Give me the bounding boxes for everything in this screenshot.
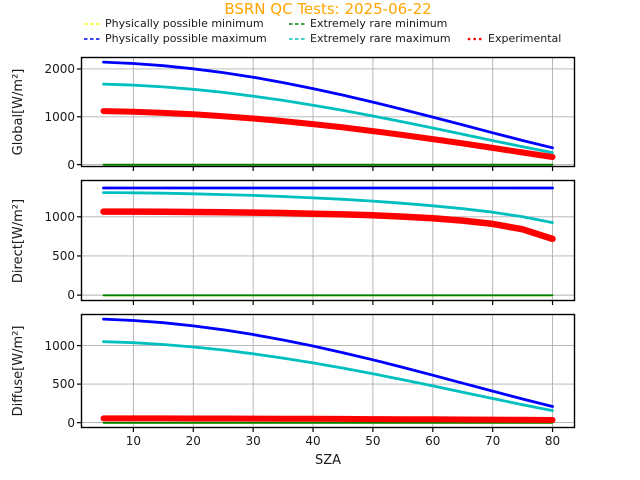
chart-title: BSRN QC Tests: 2025-06-22 <box>224 0 432 18</box>
legend-label: Experimental <box>488 32 562 45</box>
legend-item-er-min: Extremely rare minimum <box>289 17 447 30</box>
x-tick-label: 10 <box>125 434 142 448</box>
y-tick-label: 500 <box>52 377 75 392</box>
legend-label: Extremely rare minimum <box>310 17 448 30</box>
legend-marker-dashed-icon <box>289 37 307 40</box>
diffuse-plot-area <box>77 313 576 432</box>
legend-item-pp-min: Physically possible minimum <box>84 17 264 30</box>
x-tick-label: 20 <box>185 434 201 448</box>
legend-marker-dashed-icon <box>289 22 307 25</box>
y-tick-label: 0 <box>67 415 75 430</box>
legend-label: Physically possible minimum <box>105 17 264 30</box>
y-tick-label: 2000 <box>44 61 75 76</box>
legend-item-er-max: Extremely rare maximum <box>289 32 451 45</box>
y-tick-label: 1000 <box>44 109 75 124</box>
y-tick-label: 1000 <box>44 338 75 353</box>
legend-label: Physically possible maximum <box>105 32 267 45</box>
legend-item-pp-max: Physically possible maximum <box>84 32 267 45</box>
legend-item-experimental: Experimental <box>467 32 561 45</box>
legend-label: Extremely rare maximum <box>310 32 451 45</box>
direct-plot-area <box>77 179 576 305</box>
legend-marker-dashed-icon <box>84 37 102 40</box>
legend-marker-dashed-icon <box>84 22 102 25</box>
y-tick-label: 0 <box>67 288 75 303</box>
x-tick-label: 70 <box>485 434 501 448</box>
global-plot-area <box>77 56 576 171</box>
x-tick-label: 30 <box>245 434 261 448</box>
y-tick-label: 1000 <box>44 209 75 224</box>
y-tick-label: 0 <box>67 157 75 172</box>
x-tick-label: 40 <box>305 434 321 448</box>
x-tick-label: 80 <box>544 434 561 448</box>
x-tick-label: 60 <box>425 434 441 448</box>
legend-marker-dotted-icon <box>467 37 485 40</box>
x-tick-label: 50 <box>365 434 381 448</box>
y-tick-label: 500 <box>52 248 75 263</box>
x-axis-label: SZA <box>314 453 342 468</box>
